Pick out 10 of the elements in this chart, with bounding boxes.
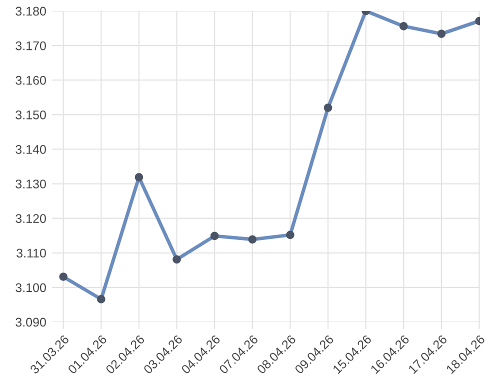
- y-tick-label: 3.100: [16, 283, 46, 292]
- y-tick-label: 3.160: [16, 76, 46, 85]
- y-tick-label: 3.170: [16, 41, 46, 50]
- y-tick-label: 3.130: [16, 180, 46, 188]
- y-tick-label: 3.090: [16, 318, 46, 327]
- y-tick-label: 3.110: [16, 248, 46, 258]
- y-tick-label: 3.120: [16, 214, 46, 223]
- y-tick-label: 3.150: [16, 110, 46, 120]
- y-tick-label: 3.140: [16, 145, 46, 154]
- y-tick-label: 3.180: [16, 6, 46, 16]
